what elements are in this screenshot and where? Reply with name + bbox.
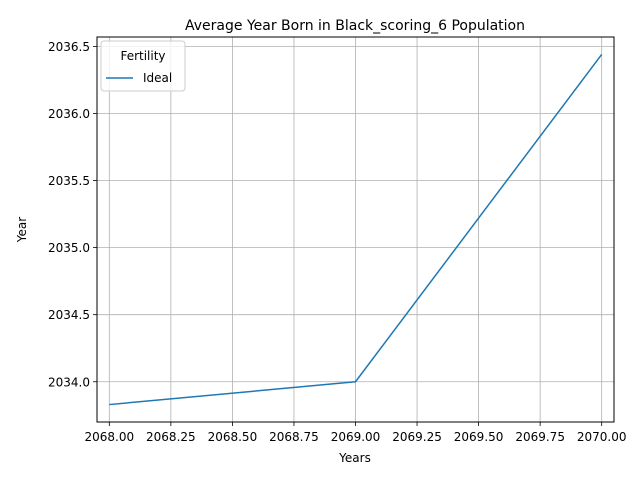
x-tick-label: 2068.75	[269, 430, 319, 444]
x-tick-label: 2070.00	[577, 430, 627, 444]
x-axis-ticks: 2068.00 2068.25 2068.50 2068.75 2069.00 2069.…	[84, 422, 627, 444]
x-tick-label: 2069.00	[331, 430, 381, 444]
grid-lines	[97, 37, 614, 422]
legend-entry-label: Ideal	[143, 71, 172, 85]
legend: Fertility Ideal	[100, 40, 186, 92]
x-tick-label: 2069.50	[454, 430, 504, 444]
chart-title: Average Year Born in Black_scoring_6 Pop…	[185, 18, 525, 34]
y-axis-label: Year	[15, 217, 29, 243]
y-tick-label: 2034.0	[48, 375, 90, 389]
y-tick-label: 2035.5	[48, 174, 90, 188]
y-axis-ticks: 2034.0 2034.5 2035.0 2035.5 2036.0 2036.5	[48, 40, 97, 389]
series-lines	[109, 53, 603, 406]
x-axis-label: Years	[338, 451, 371, 465]
y-tick-label: 2036.0	[48, 107, 90, 121]
x-tick-label: 2068.50	[208, 430, 258, 444]
x-tick-label: 2068.25	[146, 430, 196, 444]
y-tick-label: 2034.5	[48, 308, 90, 322]
x-tick-label: 2069.75	[515, 430, 565, 444]
legend-title: Fertility	[120, 49, 165, 63]
y-tick-label: 2036.5	[48, 40, 90, 54]
series-line-ideal	[109, 53, 603, 406]
x-tick-label: 2069.25	[392, 430, 442, 444]
y-tick-label: 2035.0	[48, 241, 90, 255]
x-tick-label: 2068.00	[84, 430, 134, 444]
